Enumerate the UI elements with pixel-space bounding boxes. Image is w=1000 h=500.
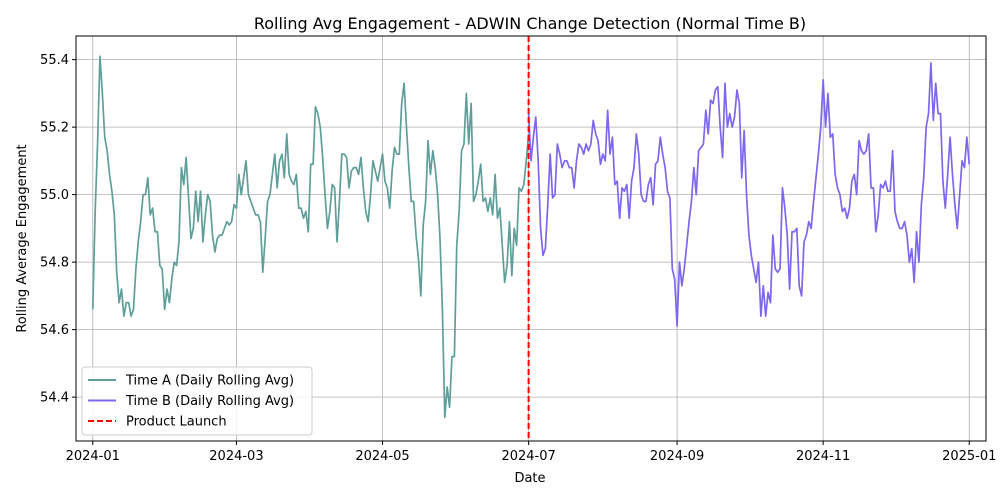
y-tick-label: 55.2	[40, 121, 69, 136]
series-line-time-a	[91, 55, 530, 419]
x-tick-label: 2024-05	[355, 449, 409, 464]
x-axis-title: Date	[514, 471, 545, 486]
y-axis-title: Rolling Average Engagement	[15, 144, 30, 332]
x-tick-label: 2024-09	[650, 449, 704, 464]
legend-label-time-a: Time A (Daily Rolling Avg)	[125, 374, 294, 389]
x-tick-label: 2025-01	[942, 449, 996, 464]
legend: Time A (Daily Rolling Avg) Time B (Daily…	[81, 366, 313, 436]
legend-label-product-launch: Product Launch	[126, 415, 227, 430]
x-tick-label: 2024-01	[66, 449, 120, 464]
y-axis: 54.4 54.6 54.8 55.0 55.2 55.4	[40, 53, 76, 406]
y-tick-label: 55.4	[40, 53, 69, 68]
y-tick-label: 54.6	[40, 323, 69, 338]
x-tick-label: 2024-03	[209, 449, 263, 464]
plot-frame	[75, 35, 987, 442]
chart-title: Rolling Avg Engagement - ADWIN Change De…	[254, 14, 806, 33]
series-layer	[91, 55, 971, 419]
legend-box	[81, 366, 313, 436]
y-tick-label: 55.0	[40, 188, 69, 203]
series-line-time-b	[527, 62, 971, 328]
x-axis: 2024-01 2024-03 2024-05 2024-07 2024-09 2024-…	[66, 441, 996, 464]
x-tick-label: 2024-07	[501, 449, 555, 464]
x-tick-label: 2024-11	[796, 449, 850, 464]
y-tick-label: 54.4	[40, 391, 69, 406]
legend-label-time-b: Time B (Daily Rolling Avg)	[125, 394, 294, 409]
y-tick-label: 54.8	[40, 256, 69, 271]
